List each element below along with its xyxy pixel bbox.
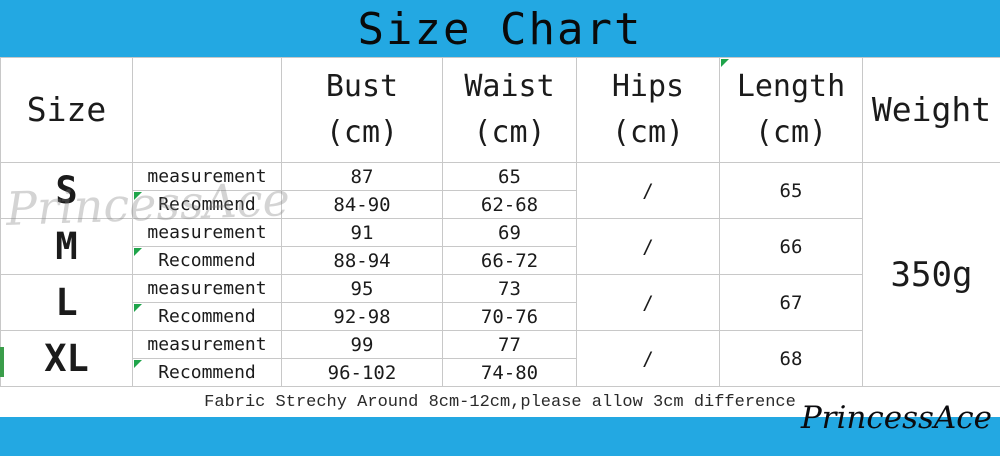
header-weight-label: Weight	[871, 90, 992, 130]
bust-measurement-m: 91	[282, 219, 443, 247]
fabric-note: Fabric Strechy Around 8cm-12cm,please al…	[204, 392, 796, 412]
cell-flag-icon	[721, 59, 729, 67]
waist-measurement-m: 69	[443, 219, 577, 247]
recommend-label: Recommend	[158, 250, 256, 271]
hips-l: /	[577, 275, 720, 331]
length-m: 66	[720, 219, 863, 275]
row-label-measurement: measurement	[133, 163, 282, 191]
bust-measurement-s: 87	[282, 163, 443, 191]
top-banner: Size Chart	[0, 0, 1000, 57]
hips-xl: /	[577, 331, 720, 387]
row-label-measurement: measurement	[133, 219, 282, 247]
recommend-label: Recommend	[158, 306, 256, 327]
weight-value-cell: 350g	[863, 163, 1000, 387]
recommend-label: Recommend	[158, 194, 256, 215]
header-spacer-cell	[133, 57, 282, 163]
header-size: Size	[0, 57, 133, 163]
cell-flag-icon	[134, 304, 142, 312]
header-size-label: Size	[26, 90, 107, 130]
waist-recommend-l: 70-76	[443, 303, 577, 331]
row-label-recommend: Recommend	[133, 191, 282, 219]
waist-recommend-xl: 74-80	[443, 359, 577, 387]
hips-s: /	[577, 163, 720, 219]
row-label-measurement: measurement	[133, 331, 282, 359]
length-s: 65	[720, 163, 863, 219]
length-xl: 68	[720, 331, 863, 387]
bust-recommend-l: 92-98	[282, 303, 443, 331]
cell-flag-icon	[134, 248, 142, 256]
size-cell-xl: XL	[0, 331, 133, 387]
header-hips-line2: (cm)	[611, 115, 685, 150]
header-bust-line1: Bust	[325, 68, 399, 104]
bottom-banner	[0, 417, 1000, 456]
header-weight: Weight	[863, 57, 1000, 163]
page-title: Size Chart	[357, 3, 643, 55]
row-label-recommend: Recommend	[133, 303, 282, 331]
header-waist-line1: Waist	[464, 68, 555, 104]
waist-recommend-m: 66-72	[443, 247, 577, 275]
recommend-label: Recommend	[158, 362, 256, 383]
bust-recommend-m: 88-94	[282, 247, 443, 275]
size-table: Size Bust (cm) Waist (cm) Hips (cm) Leng…	[0, 57, 1000, 387]
header-waist: Waist (cm)	[443, 57, 577, 163]
cell-flag-icon	[134, 360, 142, 368]
header-bust: Bust (cm)	[282, 57, 443, 163]
bust-measurement-l: 95	[282, 275, 443, 303]
header-waist-line2: (cm)	[473, 115, 546, 150]
waist-measurement-s: 65	[443, 163, 577, 191]
row-label-recommend: Recommend	[133, 359, 282, 387]
header-hips: Hips (cm)	[577, 57, 720, 163]
row-label-measurement: measurement	[133, 275, 282, 303]
length-l: 67	[720, 275, 863, 331]
row-label-recommend: Recommend	[133, 247, 282, 275]
cell-flag-icon	[134, 192, 142, 200]
header-bust-line2: (cm)	[325, 115, 399, 150]
size-cell-s: S	[0, 163, 133, 219]
waist-measurement-l: 73	[443, 275, 577, 303]
brand-logo-script: PrincessAce	[800, 400, 992, 436]
size-cell-l: L	[0, 275, 133, 331]
waist-recommend-s: 62-68	[443, 191, 577, 219]
size-cell-m: M	[0, 219, 133, 275]
bust-recommend-xl: 96-102	[282, 359, 443, 387]
bust-measurement-xl: 99	[282, 331, 443, 359]
header-length: Length (cm)	[720, 57, 863, 163]
header-hips-line1: Hips	[611, 68, 685, 104]
header-length-line1: Length	[736, 68, 846, 104]
waist-measurement-xl: 77	[443, 331, 577, 359]
green-edge-artifact	[0, 347, 4, 377]
hips-m: /	[577, 219, 720, 275]
header-length-line2: (cm)	[754, 115, 828, 150]
bust-recommend-s: 84-90	[282, 191, 443, 219]
